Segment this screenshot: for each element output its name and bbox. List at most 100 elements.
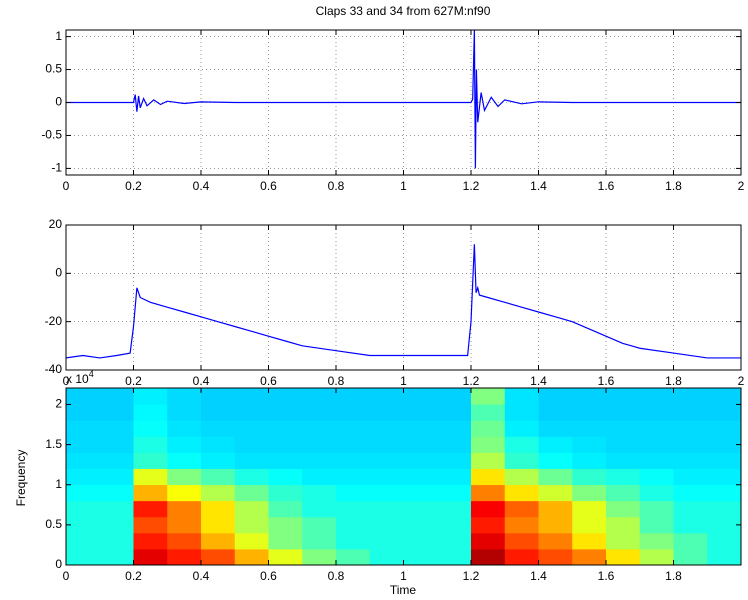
heat-cell bbox=[167, 500, 202, 518]
y-tick-label: 0.5 bbox=[45, 62, 62, 76]
y-tick-label: 0 bbox=[55, 266, 62, 280]
heat-cell bbox=[133, 436, 168, 453]
heat-cell bbox=[572, 468, 607, 486]
x-tick-label: 1.4 bbox=[530, 179, 547, 193]
heat-cell bbox=[572, 420, 607, 437]
heat-cell bbox=[572, 452, 607, 469]
heat-cell bbox=[437, 548, 472, 565]
heat-cell bbox=[302, 468, 337, 486]
heat-cell bbox=[572, 548, 607, 565]
heat-cell bbox=[707, 404, 741, 421]
heat-cell bbox=[302, 388, 337, 405]
heat-cell bbox=[302, 516, 337, 534]
y-tick-label: 20 bbox=[49, 217, 63, 231]
heat-cell bbox=[66, 452, 101, 469]
heat-cell bbox=[606, 468, 641, 486]
heat-cell bbox=[234, 532, 269, 550]
heat-cell bbox=[167, 404, 202, 421]
heat-cell bbox=[437, 484, 472, 502]
heat-cell bbox=[538, 532, 573, 550]
heat-cell bbox=[707, 436, 741, 453]
heat-cell bbox=[268, 420, 303, 437]
x-tick-label: 0 bbox=[63, 569, 70, 583]
x-tick-label: 1.2 bbox=[463, 569, 480, 583]
heat-cell bbox=[707, 388, 741, 405]
heat-cell bbox=[639, 548, 674, 565]
y-scale-label: x 104 bbox=[66, 369, 94, 386]
heat-cell bbox=[707, 548, 741, 565]
heat-cell bbox=[504, 388, 539, 405]
heat-cell bbox=[639, 516, 674, 534]
heat-cell bbox=[336, 548, 371, 565]
heat-cell bbox=[572, 532, 607, 550]
heat-cell bbox=[201, 436, 236, 453]
y-tick-label: 1 bbox=[55, 29, 62, 43]
heat-cell bbox=[369, 500, 404, 518]
x-tick-label: 1.6 bbox=[598, 569, 615, 583]
y-tick-label: 0.5 bbox=[45, 517, 62, 531]
heat-cell bbox=[707, 420, 741, 437]
heat-cell bbox=[268, 516, 303, 534]
heat-cell bbox=[302, 452, 337, 469]
heat-cell bbox=[336, 516, 371, 534]
heat-cell bbox=[201, 388, 236, 405]
plot-content bbox=[66, 388, 741, 565]
heat-cell bbox=[471, 436, 506, 453]
heat-cell bbox=[606, 404, 641, 421]
heat-cell bbox=[99, 484, 134, 502]
heat-cell bbox=[66, 404, 101, 421]
chart-title: Claps 33 and 34 from 627M:nf90 bbox=[316, 4, 491, 18]
heat-cell bbox=[268, 548, 303, 565]
heat-cell bbox=[403, 516, 438, 534]
x-tick-label: 0 bbox=[63, 179, 70, 193]
heat-cell bbox=[707, 468, 741, 486]
heat-cell bbox=[369, 468, 404, 486]
heat-cell bbox=[437, 532, 472, 550]
heat-cell bbox=[471, 516, 506, 534]
heat-cell bbox=[606, 452, 641, 469]
heat-cell bbox=[471, 500, 506, 518]
heat-cell bbox=[268, 468, 303, 486]
heat-cell bbox=[369, 404, 404, 421]
heat-cell bbox=[201, 500, 236, 518]
heat-cell bbox=[707, 500, 741, 518]
heat-cell bbox=[234, 436, 269, 453]
heat-cell bbox=[336, 452, 371, 469]
heat-cell bbox=[639, 404, 674, 421]
heat-cell bbox=[201, 532, 236, 550]
heat-cell bbox=[99, 532, 134, 550]
heat-cell bbox=[403, 532, 438, 550]
heat-cell bbox=[268, 532, 303, 550]
heat-cell bbox=[99, 468, 134, 486]
heat-cell bbox=[302, 532, 337, 550]
heat-cell bbox=[336, 484, 371, 502]
heat-cell bbox=[167, 388, 202, 405]
heat-cell bbox=[99, 420, 134, 437]
heat-cell bbox=[133, 500, 168, 518]
heat-cell bbox=[707, 516, 741, 534]
heat-cell bbox=[133, 420, 168, 437]
heat-cell bbox=[201, 516, 236, 534]
x-tick-label: 0.2 bbox=[125, 374, 142, 388]
x-tick-label: 1 bbox=[400, 569, 407, 583]
heat-cell bbox=[538, 516, 573, 534]
heat-cell bbox=[234, 420, 269, 437]
heat-cell bbox=[673, 484, 708, 502]
heat-cell bbox=[302, 548, 337, 565]
heat-cell bbox=[673, 452, 708, 469]
line bbox=[66, 244, 741, 359]
heat-cell bbox=[133, 548, 168, 565]
heat-cell bbox=[538, 468, 573, 486]
heat-cell bbox=[606, 388, 641, 405]
heat-cell bbox=[707, 484, 741, 502]
y-scale-power: 4 bbox=[89, 369, 94, 379]
x-tick-label: 1.2 bbox=[463, 179, 480, 193]
heat-cell bbox=[369, 516, 404, 534]
heat-cell bbox=[201, 468, 236, 486]
heat-cell bbox=[437, 420, 472, 437]
heat-cell bbox=[66, 548, 101, 565]
heat-cell bbox=[403, 436, 438, 453]
heat-cell bbox=[268, 388, 303, 405]
x-tick-label: 1.4 bbox=[530, 374, 547, 388]
heat-cell bbox=[606, 420, 641, 437]
